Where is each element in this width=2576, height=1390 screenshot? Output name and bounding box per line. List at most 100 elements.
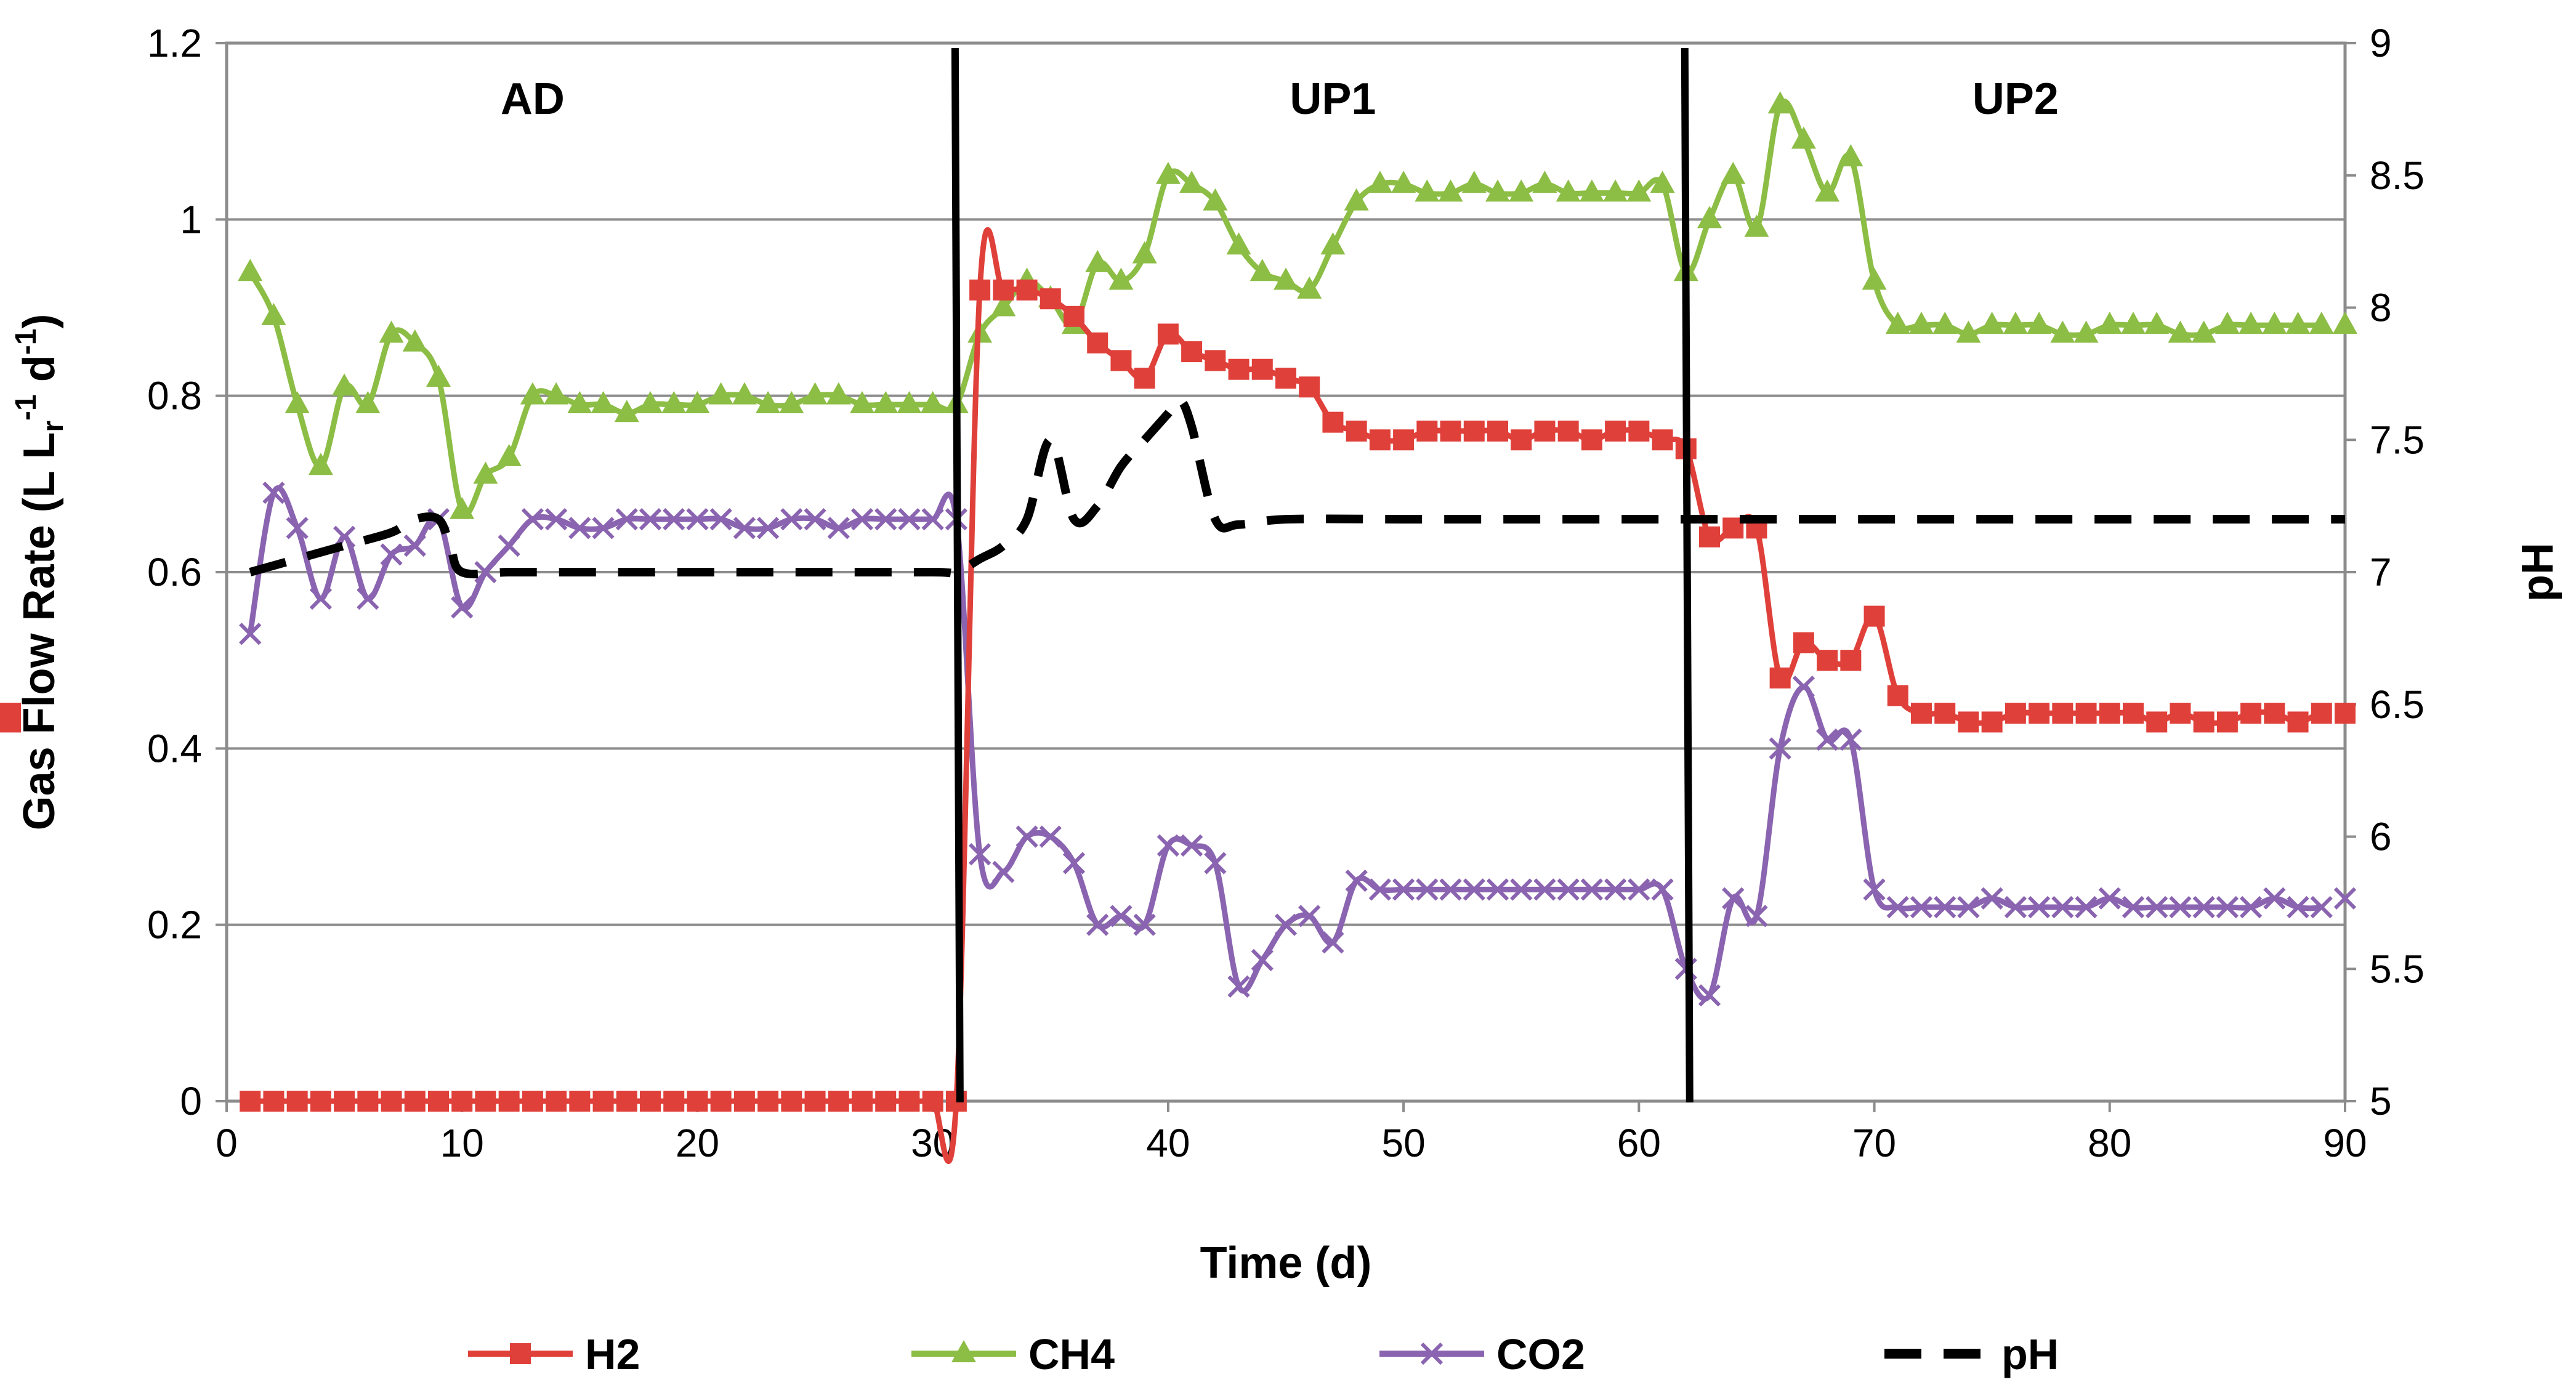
series-ch4-marker: [1085, 249, 1110, 272]
series-ch4-marker: [2168, 320, 2193, 343]
x-tick-label: 60: [1617, 1121, 1661, 1165]
series-co2-marker: [2333, 887, 2357, 910]
series-layer: [0, 91, 2357, 1164]
series-h2-marker: [334, 1091, 355, 1112]
x-tick-label: 20: [676, 1121, 719, 1165]
series-co2-marker: [1863, 878, 1886, 901]
series-co2-marker: [709, 507, 732, 531]
series-h2-marker: [498, 1091, 520, 1112]
series-ch4-marker: [1509, 179, 1534, 202]
series-co2-marker: [380, 543, 403, 566]
series-co2-marker: [286, 517, 309, 539]
series-ch4-marker: [1461, 171, 1487, 193]
series-h2-marker: [828, 1091, 849, 1112]
series-h2-marker: [1557, 420, 1579, 442]
series-h2-marker: [1346, 420, 1367, 442]
series-ch4-marker: [2215, 312, 2240, 334]
series-co2-marker: [451, 596, 474, 619]
series-co2-marker: [2004, 895, 2027, 919]
series-co2-marker: [1368, 878, 1392, 901]
y-axis-title-superscript-2: -1: [10, 329, 42, 355]
series-ch4-marker: [1650, 171, 1675, 193]
series-h2-marker: [1181, 341, 1203, 363]
series-ch4-marker: [1274, 267, 1298, 290]
series-h2-marker: [1275, 368, 1296, 389]
series-co2-marker: [1322, 931, 1344, 954]
series-h2-marker: [240, 1091, 261, 1112]
legend-label-ph: pH: [2001, 1330, 2059, 1378]
series-h2-marker: [1440, 420, 1461, 442]
phase-divider-lines: [951, 47, 1694, 1103]
series-h2-marker: [1110, 350, 1132, 371]
series-co2-marker: [1957, 895, 1980, 919]
series-ch4-marker: [1556, 179, 1581, 202]
series-co2-marker: [733, 517, 756, 539]
series-h2-marker: [1793, 632, 1814, 653]
series-co2-marker: [1604, 878, 1627, 901]
y-tick-label: 0.6: [147, 550, 202, 594]
series-h2-marker: [1087, 332, 1108, 354]
series-h2-marker: [1534, 420, 1556, 442]
legend-label-co2: CO2: [1496, 1330, 1585, 1378]
series-co2-marker: [262, 482, 285, 504]
series-h2-marker: [2311, 703, 2332, 724]
phase-label-up2: UP2: [1972, 75, 2059, 124]
series-ch4-marker: [2191, 320, 2216, 343]
x-axis-title: Time (d): [1200, 1238, 1372, 1288]
series-h2-marker: [2170, 703, 2191, 724]
series-co2-marker: [239, 623, 262, 645]
series-h2-marker: [616, 1091, 637, 1112]
series-ch4-marker: [1226, 232, 1251, 255]
series-co2-marker: [1274, 913, 1298, 936]
legend-item-h2: H2: [468, 1330, 640, 1378]
series-ph-line: [249, 395, 2345, 579]
series-ch4-marker: [2027, 312, 2052, 334]
series-co2-marker: [2027, 895, 2051, 919]
series-co2-marker: [568, 517, 591, 539]
legend-item-co2: CO2: [1379, 1330, 1585, 1378]
series-ch4-marker: [802, 382, 828, 405]
x-tick-label: 0: [216, 1121, 238, 1165]
y2-tick-label: 5.5: [2370, 947, 2425, 991]
series-h2-marker: [1487, 420, 1508, 442]
series-h2-marker: [922, 1091, 943, 1112]
series-h2-marker: [1299, 376, 1320, 398]
series-co2-marker: [1886, 895, 1909, 919]
series-ch4-marker: [1132, 241, 1157, 264]
series-h2-marker: [2335, 703, 2356, 724]
series-ch4-marker: [379, 320, 404, 343]
series-co2-marker: [1580, 878, 1604, 901]
series-co2-marker: [2216, 895, 2239, 919]
series-ch4-marker: [1367, 171, 1392, 193]
series-h2-marker: [733, 1091, 755, 1112]
series-co2-marker: [403, 534, 426, 557]
series-ch4-marker: [2144, 312, 2170, 334]
series-ch4-marker: [496, 443, 522, 466]
series-co2-marker: [1439, 878, 1462, 901]
series-ch4-marker: [1250, 259, 1275, 281]
y-axis-tick-labels: 0 0.2 0.4 0.6 0.8 1 1.2: [147, 21, 227, 1123]
series-ch4-marker: [450, 496, 475, 519]
series-h2-marker: [1652, 429, 1673, 451]
series-ch4-marker: [1767, 91, 1793, 114]
series-ch4-marker: [332, 373, 357, 396]
legend-ch4-marker: [951, 1340, 976, 1362]
series-co2-marker: [592, 517, 615, 539]
series-ch4-marker: [2285, 312, 2311, 334]
series-ch4-marker: [708, 382, 733, 405]
series-co2-marker: [850, 507, 874, 531]
series-h2-marker: [687, 1091, 708, 1112]
series-h2-marker: [781, 1091, 802, 1112]
phase-divider-line: [951, 47, 964, 1103]
series-ch4-marker: [1320, 232, 1346, 255]
series-co2-marker: [2239, 895, 2263, 919]
series-co2-marker: [474, 560, 497, 584]
series-co2-marker: [1110, 905, 1133, 927]
series-co2-marker: [1133, 913, 1156, 936]
series-ch4-marker: [1956, 320, 1981, 343]
series-h2-marker: [1322, 411, 1344, 433]
series-h2-marker: [2240, 703, 2262, 724]
y-tick-label: 0.2: [147, 903, 202, 947]
y2-axis-title: pH: [2513, 543, 2562, 602]
series-co2-marker: [1980, 887, 2003, 910]
